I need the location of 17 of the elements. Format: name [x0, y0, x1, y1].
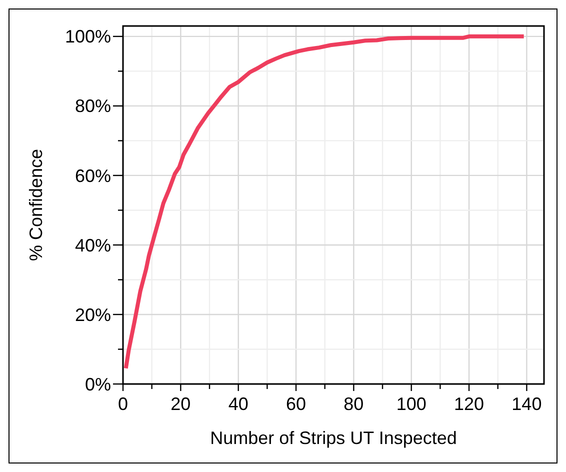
x-tick-label: 100 — [396, 394, 426, 414]
x-tick-label: 140 — [512, 394, 542, 414]
x-tick-label: 120 — [454, 394, 484, 414]
y-tick-label: 60% — [74, 166, 111, 186]
y-tick-label: 20% — [74, 304, 111, 325]
x-tick-label: 20 — [170, 394, 191, 414]
x-axis-title: Number of Strips UT Inspected — [210, 428, 457, 448]
x-tick-label: 40 — [228, 394, 248, 414]
y-tick-label: 0% — [84, 374, 111, 394]
y-axis-title: % Confidence — [26, 148, 46, 262]
line-series — [124, 34, 526, 370]
y-tick-label: 80% — [74, 96, 111, 116]
y-tick-label: 40% — [74, 235, 111, 256]
x-tick-label: 60 — [286, 394, 306, 414]
x-tick-label: 80 — [344, 394, 364, 414]
x-tick-label: 0 — [118, 394, 128, 414]
y-tick-label: 100% — [64, 26, 111, 47]
